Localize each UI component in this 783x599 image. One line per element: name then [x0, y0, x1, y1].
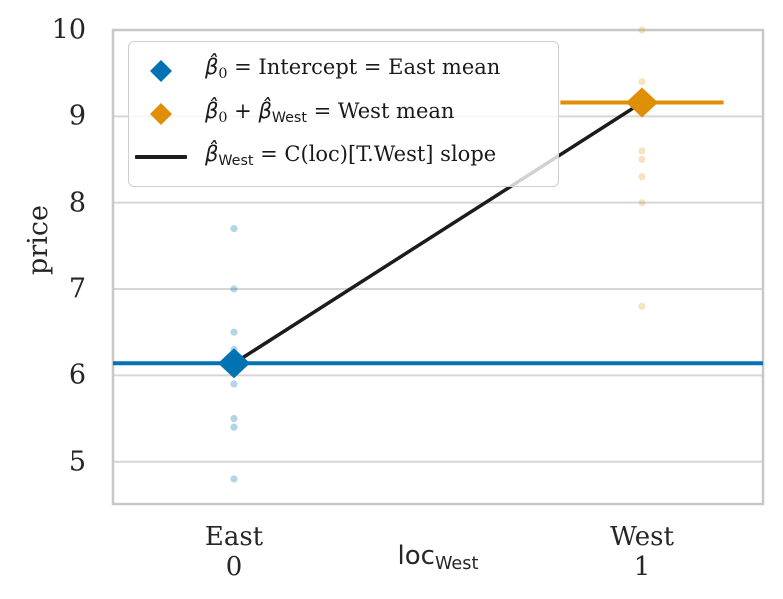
diamond-marker-icon: [135, 59, 187, 83]
data-point-west: [638, 173, 646, 181]
y-axis-label: price: [23, 205, 54, 275]
y-tick-label: 9: [68, 100, 86, 132]
y-tick-label: 8: [68, 187, 86, 219]
west-mean-diamond: [626, 87, 658, 118]
text-segment: +: [227, 98, 259, 123]
data-point-east: [230, 423, 238, 431]
text-segment: West: [271, 109, 307, 126]
x-tick-label-west: West 1: [572, 522, 712, 582]
data-point-west: [638, 302, 646, 310]
legend-item: β̂West = C(loc)[T.West] slope: [135, 136, 554, 179]
plot-border: [111, 28, 765, 506]
y-tick-label: 10: [51, 14, 86, 46]
diamond-marker-icon: [135, 102, 187, 126]
text-segment: West: [218, 152, 254, 169]
line-marker-icon: [135, 155, 187, 160]
text-segment: = Intercept = East mean: [227, 55, 501, 80]
text-segment: β̂: [205, 141, 219, 166]
data-point-west: [638, 26, 646, 34]
text-segment: β̂: [258, 98, 272, 123]
x-axis-label: locWest: [398, 541, 479, 579]
legend-item: β̂0 = Intercept = East mean: [135, 49, 554, 92]
legend: β̂0 = Intercept = East mean β̂0 + β̂West …: [128, 41, 559, 187]
data-point-west: [638, 78, 646, 86]
text-segment: = C(loc)[T.West] slope: [253, 141, 497, 166]
data-point-west: [638, 155, 646, 164]
text-segment: = West mean: [306, 98, 455, 123]
y-tick-label: 7: [68, 273, 86, 305]
data-point-west: [638, 147, 646, 155]
diamond-glyph: [150, 102, 172, 125]
category-name: East: [204, 522, 264, 552]
text-segment: 0: [218, 109, 228, 126]
data-point-east: [230, 475, 238, 483]
y-tick-label: 5: [68, 446, 86, 478]
data-point-west: [638, 199, 646, 207]
line-glyph: [135, 155, 187, 160]
category-name: West: [610, 522, 674, 552]
text-segment: loc: [397, 541, 435, 571]
legend-label: β̂West = C(loc)[T.West] slope: [205, 142, 496, 173]
legend-label: β̂0 = Intercept = East mean: [205, 55, 500, 86]
y-tick-label: 6: [68, 359, 86, 391]
category-code: 1: [633, 552, 651, 582]
diamond-glyph: [150, 59, 172, 82]
east-mean-diamond: [218, 348, 250, 379]
text-segment: West: [434, 553, 479, 574]
category-code: 0: [225, 552, 243, 582]
data-point-east: [230, 414, 238, 423]
data-point-east: [230, 328, 238, 336]
text-segment: β̂: [205, 98, 219, 123]
data-point-east: [230, 224, 238, 233]
legend-item: β̂0 + β̂West = West mean: [135, 92, 554, 135]
data-point-east: [230, 380, 238, 388]
slope-line: [232, 100, 644, 366]
legend-label: β̂0 + β̂West = West mean: [205, 99, 454, 130]
data-point-east: [230, 285, 238, 293]
x-tick-label-east: East 0: [164, 522, 304, 582]
text-segment: 0: [218, 66, 228, 83]
text-segment: β̂: [205, 55, 219, 80]
